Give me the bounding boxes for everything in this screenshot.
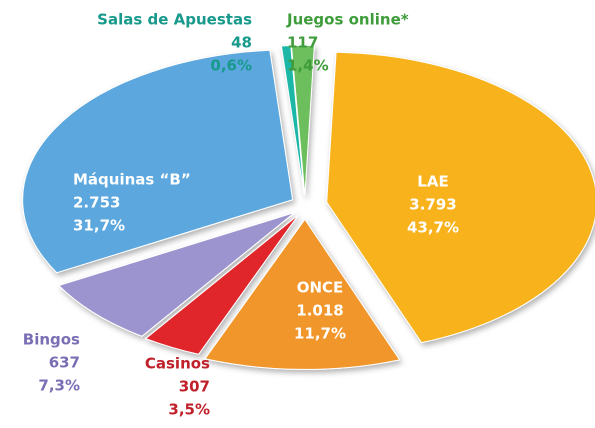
pie-slice [22, 49, 294, 274]
percent-label: 0,6% [210, 57, 252, 75]
slice-label: Juegos online* [286, 11, 409, 29]
slice-label: LAE [417, 173, 448, 191]
pie-slice [280, 45, 305, 196]
slice-label: Máquinas “B” [73, 171, 191, 189]
value-label: 307 [179, 378, 210, 396]
pie-slice [204, 218, 401, 370]
pie-slice [144, 214, 299, 355]
value-label: 1.018 [296, 302, 343, 320]
pie-slice [290, 44, 315, 196]
slice-label: Casinos [145, 355, 210, 373]
percent-label: 1,4% [287, 57, 329, 75]
value-label: 2.753 [73, 194, 120, 212]
slice-label: Bingos [23, 331, 80, 349]
pie-slice [57, 212, 295, 337]
value-label: 637 [49, 354, 80, 372]
value-label: 48 [231, 34, 252, 52]
percent-label: 7,3% [38, 377, 80, 395]
percent-label: 31,7% [73, 217, 125, 235]
value-label: 3.793 [409, 196, 456, 214]
percent-label: 3,5% [168, 401, 210, 419]
pie [22, 44, 595, 370]
slice-label: ONCE [297, 279, 344, 297]
slice-label: Salas de Apuestas [97, 11, 252, 29]
percent-label: 11,7% [294, 325, 346, 343]
value-label: 117 [287, 34, 318, 52]
percent-label: 43,7% [407, 219, 459, 237]
pie-slice [326, 51, 595, 344]
